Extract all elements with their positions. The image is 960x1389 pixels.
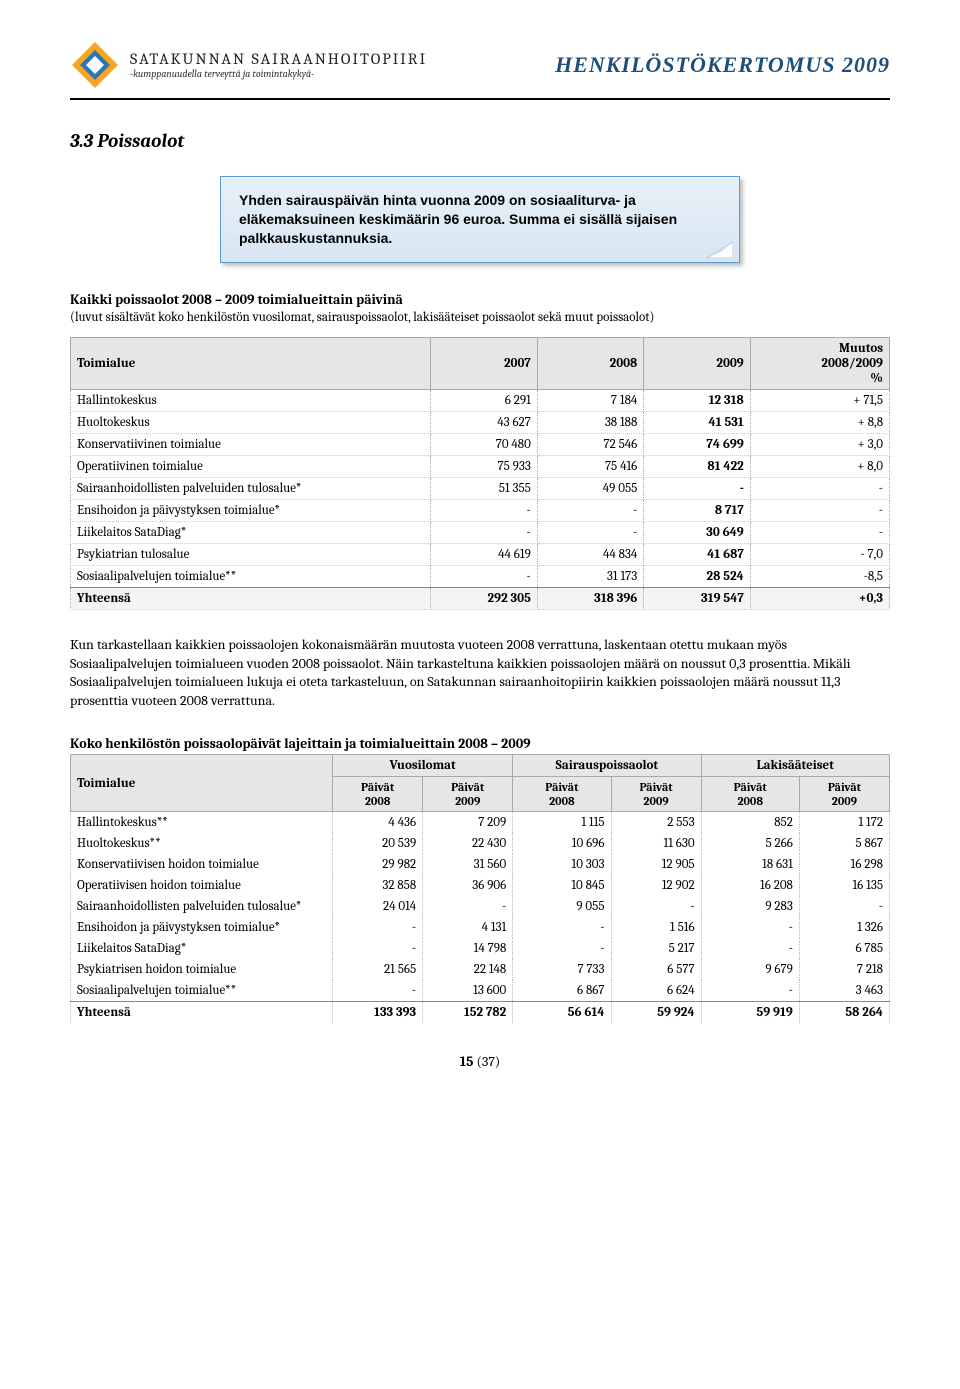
section-title: 3.3 Poissaolot <box>70 130 890 152</box>
logo-icon <box>70 40 120 90</box>
table-header: 2008 <box>537 337 643 389</box>
table-subheader: Päivät2008 <box>701 777 799 812</box>
table-total-row: Yhteensä292 305318 396319 547+0,3 <box>71 587 890 609</box>
table-row: Hallintokeskus6 2917 18412 318+ 71,5 <box>71 389 890 411</box>
table-row: Operatiivisen hoidon toimialue32 85836 9… <box>71 875 890 896</box>
logo-block: SATAKUNNAN SAIRAANHOITOPIIRI -kumppanuud… <box>70 40 427 90</box>
org-tagline: -kumppanuudella terveyttä ja toimintakyk… <box>130 68 427 80</box>
table-subheader: Päivät2008 <box>513 777 611 812</box>
table-row: Sosiaalipalvelujen toimialue**-13 6006 8… <box>71 980 890 1002</box>
table2-heading: Koko henkilöstön poissaolopäivät lajeitt… <box>70 735 890 752</box>
table-row: Ensihoidon ja päivystyksen toimialue*-4 … <box>71 917 890 938</box>
table-header: Muutos2008/2009% <box>750 337 889 389</box>
table-header: 2009 <box>644 337 750 389</box>
table-header: Lakisääteiset <box>701 755 889 777</box>
absence-summary-table: Toimialue200720082009Muutos2008/2009% Ha… <box>70 337 890 610</box>
table-header: Toimialue <box>71 337 431 389</box>
document-title: HENKILÖSTÖKERTOMUS 2009 <box>555 52 890 78</box>
table-row: Psykiatrian tulosalue44 61944 83441 687-… <box>71 543 890 565</box>
table-subheader: Päivät2009 <box>423 777 513 812</box>
body-paragraph: Kun tarkastellaan kaikkien poissaolojen … <box>70 636 890 712</box>
callout-box: Yhden sairauspäivän hinta vuonna 2009 on… <box>220 176 740 263</box>
table-header: Toimialue <box>71 755 333 812</box>
table-header: Vuosilomat <box>333 755 513 777</box>
page-header: SATAKUNNAN SAIRAANHOITOPIIRI -kumppanuud… <box>70 40 890 100</box>
table-row: Konservatiivisen hoidon toimialue29 9823… <box>71 854 890 875</box>
table-row: Ensihoidon ja päivystyksen toimialue*--8… <box>71 499 890 521</box>
table-row: Sairaanhoidollisten palveluiden tulosalu… <box>71 896 890 917</box>
org-title: SATAKUNNAN SAIRAANHOITOPIIRI <box>130 50 427 68</box>
table-row: Huoltokeskus**20 53922 43010 69611 6305 … <box>71 833 890 854</box>
table-row: Hallintokeskus**4 4367 2091 1152 5538521… <box>71 812 890 834</box>
page-number: 15 (37) <box>70 1053 890 1070</box>
table-row: Liikelaitos SataDiag*-14 798-5 217-6 785 <box>71 938 890 959</box>
table-row: Sosiaalipalvelujen toimialue**-31 17328 … <box>71 565 890 587</box>
table-row: Operatiivinen toimialue75 93375 41681 42… <box>71 455 890 477</box>
table-row: Huoltokeskus43 62738 18841 531+ 8,8 <box>71 411 890 433</box>
table-row: Liikelaitos SataDiag*--30 649- <box>71 521 890 543</box>
table-header: 2007 <box>431 337 537 389</box>
table1-heading: Kaikki poissaolot 2008 – 2009 toimialuei… <box>70 291 890 308</box>
table-header: Sairauspoissaolot <box>513 755 701 777</box>
table-subheader: Päivät2008 <box>333 777 423 812</box>
table1-note: (luvut sisältävät koko henkilöstön vuosi… <box>70 310 890 325</box>
table-row: Psykiatrisen hoidon toimialue21 56522 14… <box>71 959 890 980</box>
table-subheader: Päivät2009 <box>799 777 889 812</box>
absence-detail-table: ToimialueVuosilomatSairauspoissaolotLaki… <box>70 754 890 1023</box>
table-row: Konservatiivinen toimialue70 48072 54674… <box>71 433 890 455</box>
table-row: Sairaanhoidollisten palveluiden tulosalu… <box>71 477 890 499</box>
table-subheader: Päivät2009 <box>611 777 701 812</box>
table-total-row: Yhteensä133 393152 78256 61459 92459 919… <box>71 1002 890 1024</box>
